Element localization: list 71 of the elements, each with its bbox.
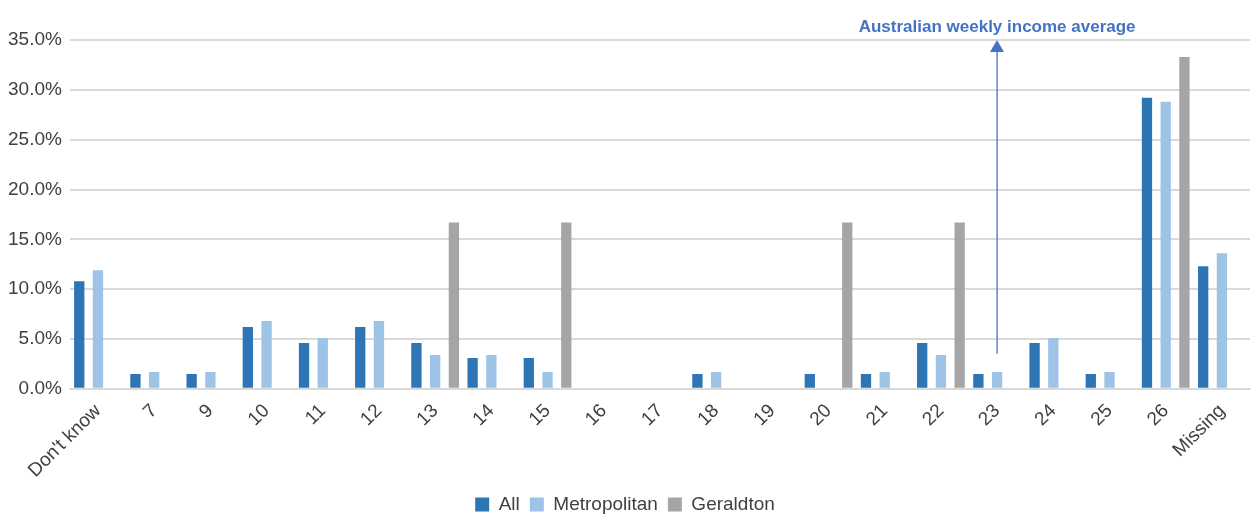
bar [1029, 342, 1040, 388]
legend-label: Geraldton [691, 492, 775, 514]
y-tick-label: 30.0% [8, 78, 62, 100]
bar [317, 338, 328, 388]
y-tick-label: 5.0% [18, 327, 62, 349]
bar [692, 373, 703, 388]
bar [973, 373, 984, 388]
x-tick-label: 16 [580, 399, 611, 430]
bar [373, 321, 385, 388]
x-tick-label: 20 [805, 399, 836, 430]
x-tick-label: 15 [524, 399, 555, 430]
y-tick-label: 15.0% [8, 227, 62, 249]
legend-label: Metropolitan [553, 492, 658, 514]
bar [149, 371, 160, 388]
x-tick-label: 19 [749, 399, 779, 430]
bar [1104, 371, 1115, 388]
y-tick-label: 10.0% [8, 277, 62, 299]
bar [355, 327, 366, 388]
bar [710, 371, 722, 388]
x-tick-label: 22 [917, 399, 948, 430]
y-tick-label: 0.0% [18, 377, 62, 399]
bar [467, 357, 478, 388]
bar [242, 327, 253, 388]
bar [74, 281, 85, 388]
y-tick-label: 20.0% [8, 177, 62, 199]
bar [542, 371, 553, 388]
bar [130, 373, 141, 388]
bar [1085, 373, 1096, 388]
bar [261, 321, 272, 388]
x-tick-label: 9 [194, 399, 217, 422]
bar [1048, 338, 1059, 388]
x-tick-label: 14 [468, 399, 499, 430]
bar [298, 342, 310, 388]
x-tick-label: 10 [243, 399, 274, 430]
x-tick-label: 26 [1142, 399, 1173, 430]
bar [448, 222, 460, 388]
bar [991, 371, 1003, 388]
bar [523, 357, 534, 388]
bar [954, 222, 965, 388]
x-tick-label: 18 [692, 399, 723, 430]
x-tick-label: 24 [1030, 399, 1061, 430]
bar [1198, 266, 1209, 388]
bar [935, 354, 947, 388]
x-tick-label: 21 [861, 399, 892, 430]
x-tick-label: 7 [138, 399, 161, 422]
bar [205, 371, 216, 388]
bar [92, 270, 104, 388]
x-tick-label: 23 [973, 399, 1004, 430]
bar [1216, 253, 1228, 388]
bar [411, 342, 422, 388]
y-tick-label: 35.0% [8, 28, 62, 50]
bar [561, 222, 572, 388]
bar [860, 373, 872, 388]
bar [842, 222, 853, 388]
bar [186, 373, 197, 388]
bar [1141, 97, 1153, 388]
x-tick-label: 12 [355, 399, 386, 430]
bar [430, 354, 441, 388]
x-tick-label: 11 [300, 399, 330, 429]
x-tick-label: 13 [411, 399, 442, 430]
legend-label: All [498, 492, 520, 514]
x-tick-label: 17 [636, 399, 667, 430]
bar [1179, 56, 1190, 388]
ref-line-label: Australian weekly income average [858, 17, 1136, 37]
bar [486, 354, 497, 388]
x-tick-label: 25 [1086, 399, 1117, 430]
bar [879, 371, 890, 388]
y-tick-label: 25.0% [8, 127, 62, 149]
bar [1160, 101, 1171, 388]
bar [917, 342, 928, 388]
bar [804, 373, 815, 388]
